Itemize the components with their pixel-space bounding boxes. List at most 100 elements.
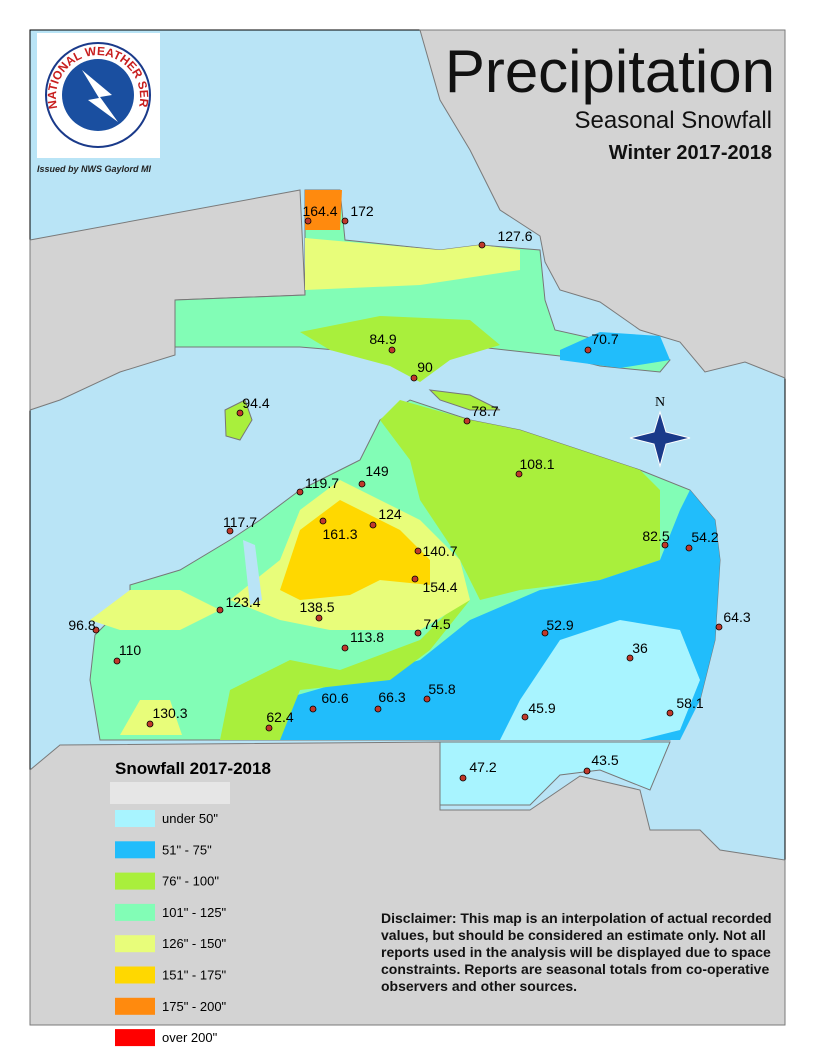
station-value: 84.9	[369, 331, 396, 347]
station-value: 110	[119, 642, 142, 658]
station-value: 60.6	[321, 690, 348, 706]
station-dot	[374, 705, 382, 713]
station-dot	[626, 654, 634, 662]
zone	[220, 600, 470, 740]
station-value: 108.1	[519, 456, 554, 472]
legend-label: 151" - 175"	[162, 968, 227, 983]
station-dot	[319, 517, 327, 525]
station-dot	[369, 521, 377, 529]
station-value: 138.5	[299, 599, 334, 615]
station-value: 94.4	[242, 395, 269, 411]
station-dot	[388, 346, 396, 354]
station-dot	[265, 724, 273, 732]
legend-label: over 200"	[162, 1030, 218, 1045]
legend-swatch	[115, 810, 155, 827]
station-dot	[341, 217, 349, 225]
disclaimer: Disclaimer: This map is an interpolation…	[381, 910, 772, 994]
land	[419, 29, 786, 379]
station-dot	[515, 470, 523, 478]
station-dot	[304, 217, 312, 225]
zone	[439, 741, 671, 806]
legend-swatch	[115, 935, 155, 953]
station-value: 96.8	[68, 617, 95, 633]
zone	[305, 190, 342, 230]
legend-swatch	[115, 872, 155, 890]
station-dot	[113, 657, 121, 665]
station-value: 90	[417, 359, 433, 375]
title: Precipitation	[445, 38, 775, 105]
compass	[629, 410, 691, 468]
zone	[300, 316, 500, 382]
station-value: 74.5	[423, 616, 450, 632]
station-value: 164.4	[302, 203, 337, 219]
legend-swatch	[115, 841, 155, 859]
station-dot	[463, 417, 471, 425]
zone	[90, 590, 220, 630]
station-value: 149	[365, 463, 389, 479]
legend-swatch	[115, 1029, 155, 1047]
station-value: 47.2	[469, 759, 496, 775]
station-value: 45.9	[528, 700, 555, 716]
station-dot	[414, 547, 422, 555]
station-value: 123.4	[225, 594, 260, 610]
station-value: 66.3	[378, 689, 405, 705]
legend-label: 76" - 100"	[162, 874, 219, 889]
station-value: 54.2	[691, 529, 718, 545]
compass-label: N	[655, 395, 665, 410]
station-dot	[661, 541, 669, 549]
station-value: 78.7	[471, 403, 498, 419]
land	[29, 189, 306, 411]
station-value: 52.9	[546, 617, 573, 633]
station-dot	[296, 488, 304, 496]
station-dot	[478, 241, 486, 249]
station-dot	[411, 575, 419, 583]
station-dot	[146, 720, 154, 728]
legend-label: under 50"	[162, 811, 218, 826]
island	[428, 389, 501, 411]
station-dot	[410, 374, 418, 382]
station-dot	[459, 774, 467, 782]
season: Winter 2017-2018	[609, 142, 772, 164]
station-value: 36	[632, 640, 648, 656]
station-value: 154.4	[422, 579, 457, 595]
legend-swatch	[115, 903, 155, 921]
zone	[380, 400, 660, 600]
zone	[120, 700, 182, 735]
bay	[243, 540, 262, 605]
legend-swatch	[115, 966, 155, 984]
zone	[500, 620, 700, 740]
subtitle: Seasonal Snowfall	[575, 107, 772, 134]
station-dot	[236, 409, 244, 417]
station-dot	[315, 614, 323, 622]
legend-swatch	[115, 997, 155, 1015]
station-value: 161.3	[322, 526, 357, 542]
logo-bolt	[82, 70, 118, 122]
station-dot	[584, 346, 592, 354]
zone	[560, 332, 670, 368]
station-dot	[341, 644, 349, 652]
station-dot	[423, 695, 431, 703]
station-dot	[216, 606, 224, 614]
station-value: 58.1	[676, 695, 703, 711]
zone	[280, 500, 430, 600]
zone	[305, 238, 520, 290]
station-value: 55.8	[428, 681, 455, 697]
station-dot	[583, 767, 591, 775]
legend: under 50" 51" - 75" 76" - 100" 101" - 125" 1…	[115, 810, 227, 1047]
legend-label: 101" - 125"	[162, 905, 227, 920]
legend-label: 51" - 75"	[162, 842, 212, 857]
station-value: 82.5	[642, 528, 669, 544]
station-dot	[226, 527, 234, 535]
station-value: 124	[378, 506, 402, 522]
issued: Issued by NWS Gaylord MI	[37, 164, 152, 174]
station-value: 113.8	[350, 629, 384, 645]
station-value: 119.7	[305, 475, 339, 491]
station-value: 64.3	[723, 609, 750, 625]
station-dot	[414, 629, 422, 637]
station-dot	[309, 705, 317, 713]
station-value: 70.7	[591, 331, 618, 347]
station-value: 127.6	[497, 228, 532, 244]
station-dot	[715, 623, 723, 631]
